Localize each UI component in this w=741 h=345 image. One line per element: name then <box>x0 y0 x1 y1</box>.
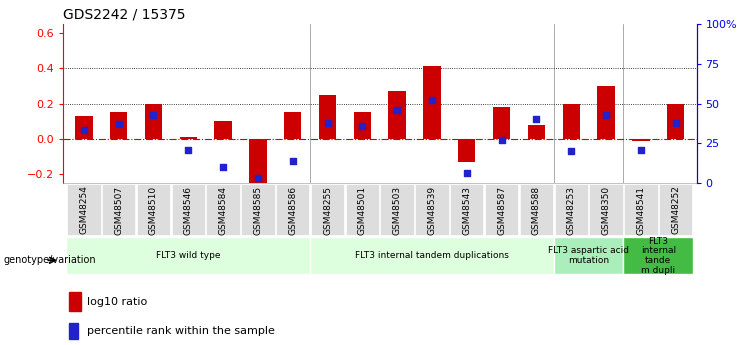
Bar <box>284 112 302 139</box>
FancyBboxPatch shape <box>137 184 170 235</box>
FancyBboxPatch shape <box>276 184 310 235</box>
FancyBboxPatch shape <box>172 184 205 235</box>
FancyBboxPatch shape <box>67 184 101 235</box>
Text: GSM48501: GSM48501 <box>358 186 367 235</box>
Bar <box>597 86 615 139</box>
Text: GSM48255: GSM48255 <box>323 186 332 235</box>
Bar <box>423 67 441 139</box>
FancyBboxPatch shape <box>624 184 657 235</box>
Bar <box>319 95 336 139</box>
Point <box>182 147 194 152</box>
FancyBboxPatch shape <box>450 184 483 235</box>
FancyBboxPatch shape <box>415 184 449 235</box>
Bar <box>179 137 197 139</box>
Text: FLT3 wild type: FLT3 wild type <box>156 251 221 260</box>
Bar <box>144 104 162 139</box>
FancyBboxPatch shape <box>554 237 623 274</box>
FancyBboxPatch shape <box>519 184 553 235</box>
Point <box>391 107 403 112</box>
FancyBboxPatch shape <box>102 184 136 235</box>
Point <box>113 121 124 127</box>
Bar <box>70 292 81 311</box>
FancyBboxPatch shape <box>623 237 693 274</box>
Text: percentile rank within the sample: percentile rank within the sample <box>87 326 275 336</box>
Bar <box>493 107 511 139</box>
Point <box>287 158 299 164</box>
Text: GSM48254: GSM48254 <box>79 186 88 234</box>
Point <box>635 147 647 152</box>
Bar <box>110 112 127 139</box>
FancyBboxPatch shape <box>310 184 345 235</box>
Bar <box>75 116 93 139</box>
Point <box>322 120 333 125</box>
FancyBboxPatch shape <box>659 184 692 235</box>
Point <box>356 123 368 128</box>
Point <box>426 98 438 103</box>
Text: GSM48510: GSM48510 <box>149 186 158 235</box>
FancyBboxPatch shape <box>310 237 554 274</box>
Text: FLT3
internal
tande
m dupli: FLT3 internal tande m dupli <box>641 237 676 275</box>
Text: GDS2242 / 15375: GDS2242 / 15375 <box>63 8 185 22</box>
Point <box>252 175 264 181</box>
Bar <box>667 104 685 139</box>
Bar <box>388 91 406 139</box>
Text: FLT3 aspartic acid
mutation: FLT3 aspartic acid mutation <box>548 246 629 265</box>
Point <box>461 170 473 175</box>
Point <box>496 137 508 143</box>
Bar <box>249 139 267 186</box>
Text: GSM48350: GSM48350 <box>602 186 611 235</box>
FancyBboxPatch shape <box>485 184 518 235</box>
Text: GSM48587: GSM48587 <box>497 186 506 235</box>
Point <box>531 117 542 122</box>
Point <box>600 112 612 117</box>
Bar <box>458 139 476 162</box>
Point <box>147 112 159 117</box>
Text: FLT3 internal tandem duplications: FLT3 internal tandem duplications <box>355 251 509 260</box>
Text: GSM48503: GSM48503 <box>393 186 402 235</box>
Bar <box>214 121 232 139</box>
FancyBboxPatch shape <box>380 184 414 235</box>
Text: GSM48539: GSM48539 <box>428 186 436 235</box>
Bar <box>353 112 371 139</box>
Text: GSM48543: GSM48543 <box>462 186 471 235</box>
FancyBboxPatch shape <box>67 237 310 274</box>
Text: GSM48546: GSM48546 <box>184 186 193 235</box>
Text: GSM48585: GSM48585 <box>253 186 262 235</box>
FancyBboxPatch shape <box>589 184 622 235</box>
FancyBboxPatch shape <box>345 184 379 235</box>
FancyBboxPatch shape <box>207 184 240 235</box>
Text: genotype/variation: genotype/variation <box>4 256 96 265</box>
Point <box>670 120 682 125</box>
Text: GSM48253: GSM48253 <box>567 186 576 235</box>
Text: GSM48541: GSM48541 <box>637 186 645 235</box>
Text: GSM48588: GSM48588 <box>532 186 541 235</box>
Text: log10 ratio: log10 ratio <box>87 297 147 306</box>
Text: GSM48507: GSM48507 <box>114 186 123 235</box>
FancyBboxPatch shape <box>554 184 588 235</box>
Text: GSM48586: GSM48586 <box>288 186 297 235</box>
Point <box>565 148 577 154</box>
Text: GSM48584: GSM48584 <box>219 186 227 235</box>
FancyBboxPatch shape <box>242 184 275 235</box>
Bar <box>632 139 650 140</box>
Bar <box>562 104 580 139</box>
Bar <box>70 323 79 339</box>
Bar <box>528 125 545 139</box>
Text: GSM48252: GSM48252 <box>671 186 680 234</box>
Point <box>217 164 229 170</box>
Point <box>78 128 90 133</box>
